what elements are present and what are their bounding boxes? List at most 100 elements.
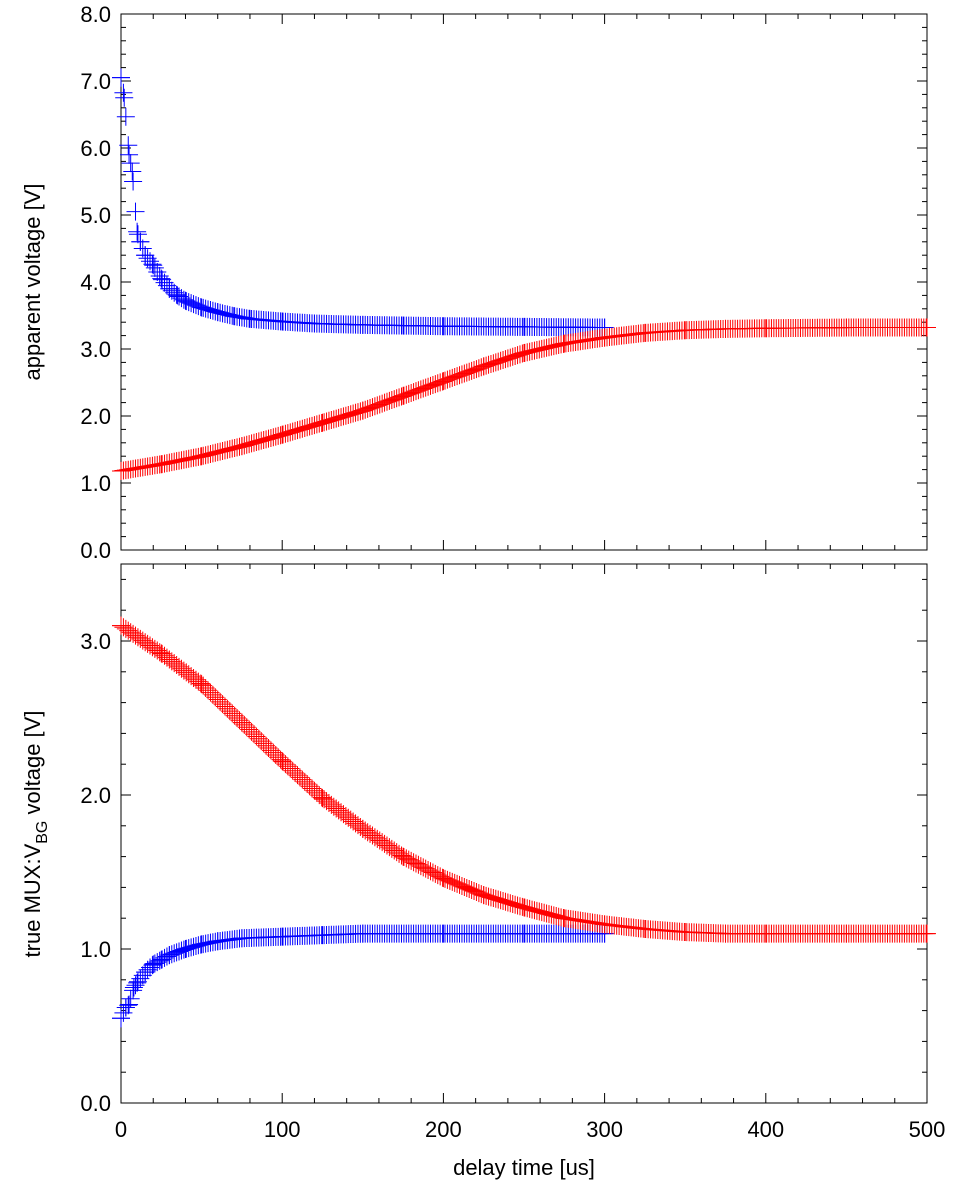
top-data-point xyxy=(365,397,384,416)
top-data-point xyxy=(513,344,532,363)
top-data-point xyxy=(133,239,152,258)
top-y-tick-label: 0.0 xyxy=(80,538,111,563)
top-data-point xyxy=(235,436,254,455)
bottom-data-point xyxy=(469,884,488,903)
top-data-point xyxy=(535,339,554,358)
bottom-data-point xyxy=(477,886,496,905)
bottom-data-point xyxy=(186,936,205,955)
bottom-data-point xyxy=(157,648,176,667)
top-y-tick-label: 8.0 xyxy=(80,2,111,27)
top-data-point xyxy=(411,380,430,399)
top-data-point xyxy=(174,290,193,309)
bottom-data-point xyxy=(128,973,147,992)
bottom-data-point xyxy=(537,904,556,923)
top-data-point xyxy=(399,384,418,403)
bottom-data-point xyxy=(303,779,322,798)
bottom-data-point xyxy=(532,903,551,922)
bottom-data-point xyxy=(481,888,500,907)
top-data-point xyxy=(358,399,377,418)
top-data-point xyxy=(494,350,513,369)
bottom-data-point xyxy=(295,772,314,791)
bottom-data-point xyxy=(155,948,174,967)
bottom-data-point xyxy=(399,850,418,869)
bottom-data-point xyxy=(917,924,936,943)
bottom-data-point xyxy=(506,895,525,914)
bottom-data-point xyxy=(136,633,155,652)
top-data-point xyxy=(486,353,505,372)
top-y-axis-label: apparent voltage [V] xyxy=(20,184,45,381)
top-y-tick-label: 2.0 xyxy=(80,404,111,429)
top-data-point xyxy=(370,395,389,414)
bottom-data-point xyxy=(172,659,191,678)
top-data-point xyxy=(199,300,218,319)
bottom-data-point xyxy=(450,875,469,894)
bottom-data-point xyxy=(157,947,176,966)
bottom-data-point xyxy=(489,890,508,909)
bottom-data-point xyxy=(351,818,370,837)
top-data-point xyxy=(170,287,189,306)
bottom-y-tick-label: 0.0 xyxy=(80,1091,111,1116)
top-data-point xyxy=(218,305,237,324)
top-y-tick-label: 4.0 xyxy=(80,270,111,295)
bottom-data-point xyxy=(339,808,358,827)
top-data-point xyxy=(515,343,534,362)
top-data-point xyxy=(225,438,244,457)
top-data-point xyxy=(121,154,140,173)
top-data-point xyxy=(191,447,210,466)
bottom-data-point xyxy=(162,652,181,671)
bottom-data-point xyxy=(392,846,411,865)
top-data-point xyxy=(257,430,276,449)
top-data-point xyxy=(532,339,551,358)
top-data-point xyxy=(124,172,143,191)
top-data-point xyxy=(329,408,348,427)
top-data-point xyxy=(305,416,324,435)
top-data-point xyxy=(206,302,225,321)
bottom-data-point xyxy=(148,953,167,972)
bottom-data-point xyxy=(513,897,532,916)
bottom-data-point xyxy=(114,618,133,637)
bottom-data-point xyxy=(373,833,392,852)
bottom-data-point xyxy=(361,824,380,843)
top-data-point xyxy=(498,349,517,368)
bottom-data-point xyxy=(387,843,406,862)
bottom-data-point xyxy=(119,621,138,640)
bottom-data-point xyxy=(189,936,208,955)
bottom-data-point xyxy=(363,826,382,845)
top-data-point xyxy=(527,341,546,360)
bottom-data-point xyxy=(276,755,295,774)
top-data-point xyxy=(353,401,372,420)
bottom-data-point xyxy=(232,713,251,732)
bottom-x-tick-label: 200 xyxy=(425,1117,462,1142)
top-data-point xyxy=(223,306,242,325)
top-data-point xyxy=(431,373,450,392)
bottom-data-point xyxy=(375,834,394,853)
bottom-data-point xyxy=(150,643,169,662)
top-data-point xyxy=(377,392,396,411)
bottom-data-point xyxy=(484,889,503,908)
bottom-data-point xyxy=(370,831,389,850)
bottom-series-1 xyxy=(112,616,936,943)
bottom-data-point xyxy=(419,860,438,879)
top-data-point xyxy=(300,417,319,436)
bottom-data-point xyxy=(264,743,283,762)
bottom-data-point xyxy=(143,638,162,657)
bottom-data-point xyxy=(491,891,510,910)
top-data-point xyxy=(261,428,280,447)
bottom-data-point xyxy=(365,828,384,847)
bottom-data-point xyxy=(455,877,474,896)
top-data-point xyxy=(319,411,338,430)
bottom-data-point xyxy=(344,812,363,831)
top-data-point xyxy=(220,306,239,325)
top-data-point xyxy=(307,415,326,434)
top-data-point xyxy=(452,365,471,384)
bottom-data-point xyxy=(457,878,476,897)
bottom-data-point xyxy=(283,761,302,780)
top-data-point xyxy=(141,252,160,271)
bottom-data-point xyxy=(426,864,445,883)
bottom-data-point xyxy=(445,873,464,892)
top-series-1 xyxy=(112,318,936,480)
top-data-point xyxy=(286,421,305,440)
top-data-point xyxy=(440,369,459,388)
top-data-point xyxy=(375,393,394,412)
bottom-data-point xyxy=(428,866,447,885)
